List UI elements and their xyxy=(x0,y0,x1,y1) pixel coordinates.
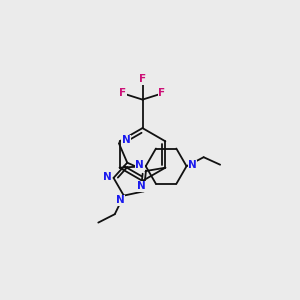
Text: N: N xyxy=(122,135,130,145)
Text: N: N xyxy=(135,160,144,170)
Text: F: F xyxy=(158,88,166,98)
Text: F: F xyxy=(119,88,127,98)
Text: N: N xyxy=(103,172,112,182)
Text: N: N xyxy=(116,195,124,206)
Text: F: F xyxy=(139,74,146,84)
Text: N: N xyxy=(136,181,146,191)
Text: N: N xyxy=(188,160,197,170)
